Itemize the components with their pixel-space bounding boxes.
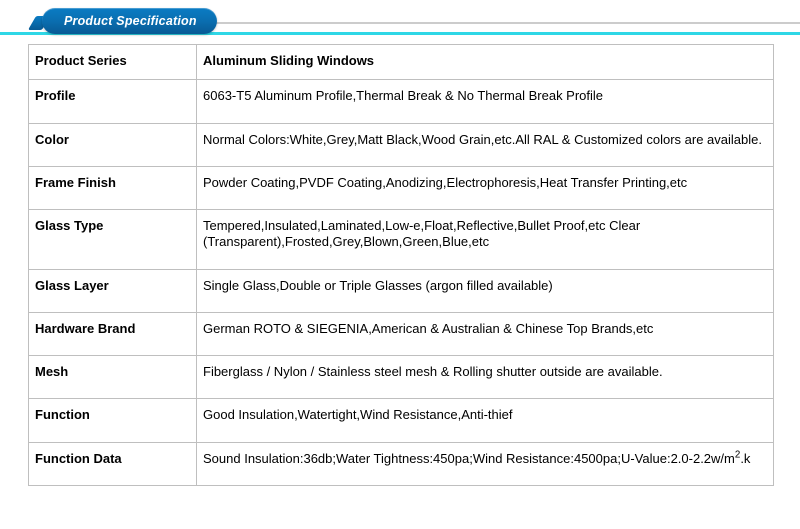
spec-key: Glass Type [29, 210, 197, 270]
table-row: Glass TypeTempered,Insulated,Laminated,L… [29, 210, 774, 270]
table-row: Function DataSound Insulation:36db;Water… [29, 442, 774, 485]
header-bar: Product Specification [0, 8, 800, 40]
spec-value: Fiberglass / Nylon / Stainless steel mes… [197, 356, 774, 399]
spec-value: German ROTO & SIEGENIA,American & Austra… [197, 312, 774, 355]
spec-value: Tempered,Insulated,Laminated,Low-e,Float… [197, 210, 774, 270]
header-grey-line [210, 22, 800, 24]
spec-value: Aluminum Sliding Windows [197, 45, 774, 80]
spec-key: Frame Finish [29, 166, 197, 209]
spec-key: Product Series [29, 45, 197, 80]
spec-value: Normal Colors:White,Grey,Matt Black,Wood… [197, 123, 774, 166]
spec-value: Good Insulation,Watertight,Wind Resistan… [197, 399, 774, 442]
spec-table-body: Product SeriesAluminum Sliding WindowsPr… [29, 45, 774, 486]
table-row: MeshFiberglass / Nylon / Stainless steel… [29, 356, 774, 399]
spec-key: Color [29, 123, 197, 166]
spec-key: Function [29, 399, 197, 442]
spec-value: Powder Coating,PVDF Coating,Anodizing,El… [197, 166, 774, 209]
spec-key: Function Data [29, 442, 197, 485]
table-row: FunctionGood Insulation,Watertight,Wind … [29, 399, 774, 442]
table-row: ColorNormal Colors:White,Grey,Matt Black… [29, 123, 774, 166]
table-row: Hardware BrandGerman ROTO & SIEGENIA,Ame… [29, 312, 774, 355]
spec-key: Profile [29, 80, 197, 123]
table-row: Frame FinishPowder Coating,PVDF Coating,… [29, 166, 774, 209]
spec-value: 6063-T5 Aluminum Profile,Thermal Break &… [197, 80, 774, 123]
spec-key: Mesh [29, 356, 197, 399]
table-row: Glass LayerSingle Glass,Double or Triple… [29, 269, 774, 312]
superscript: 2 [735, 449, 740, 460]
table-row: Product SeriesAluminum Sliding Windows [29, 45, 774, 80]
spec-value: Sound Insulation:36db;Water Tightness:45… [197, 442, 774, 485]
spec-key: Hardware Brand [29, 312, 197, 355]
table-row: Profile6063-T5 Aluminum Profile,Thermal … [29, 80, 774, 123]
spec-badge: Product Specification [42, 8, 217, 34]
spec-value: Single Glass,Double or Triple Glasses (a… [197, 269, 774, 312]
spec-key: Glass Layer [29, 269, 197, 312]
spec-badge-text: Product Specification [64, 14, 197, 28]
spec-table: Product SeriesAluminum Sliding WindowsPr… [28, 44, 774, 486]
